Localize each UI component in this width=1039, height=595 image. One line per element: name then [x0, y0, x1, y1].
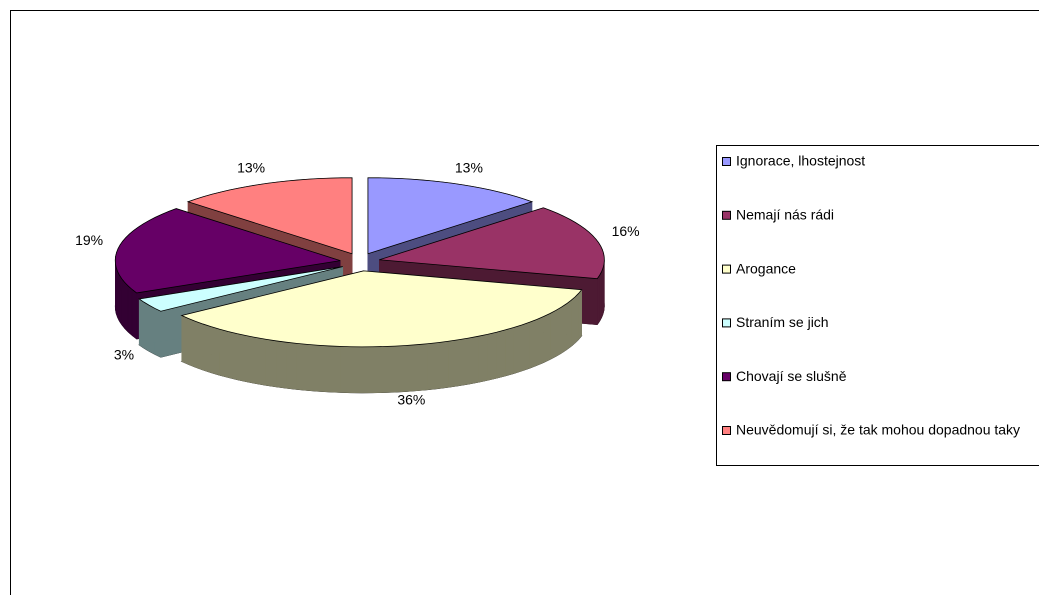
slice-top [186, 177, 353, 255]
slice-side [477, 334, 488, 383]
slice-side [448, 339, 459, 388]
slice-side [513, 324, 523, 374]
slice-side [394, 345, 407, 393]
slice-side [255, 337, 266, 386]
slice-side [275, 340, 287, 389]
slice-side [383, 345, 396, 393]
slice-side [561, 303, 567, 354]
slice [180, 270, 583, 394]
legend-label: Arogance [736, 260, 796, 276]
legend-label: Neuvědomují si, že tak mohou dopadnou ta… [736, 422, 1020, 438]
legend-swatch [722, 157, 731, 166]
slice-side [372, 346, 385, 394]
slice-side [529, 319, 537, 369]
slice-side [127, 285, 133, 337]
slice-top [180, 270, 583, 348]
legend-swatch [722, 318, 731, 328]
slice-top [379, 207, 605, 280]
slice-side [296, 343, 308, 391]
slice-side [124, 281, 129, 333]
slice-side [599, 271, 602, 322]
slice-side [574, 292, 579, 344]
slice-side [566, 299, 572, 351]
slice-side [555, 306, 562, 357]
slice-side [570, 296, 576, 347]
legend-swatch [722, 210, 731, 220]
slice-side [265, 338, 277, 388]
slice-side [549, 309, 557, 360]
data-label: 13% [237, 160, 265, 176]
legend-swatch [722, 372, 731, 382]
slice-side [505, 327, 514, 377]
slice-side [487, 331, 497, 381]
slice-side [328, 345, 341, 393]
data-label: 3% [114, 346, 134, 362]
legend-label: Ignorace, lhostejnost [736, 153, 865, 169]
legend-label: Straním se jich [736, 314, 829, 330]
legend-label: Nemají nás rádi [736, 207, 834, 223]
slice-side [597, 274, 600, 326]
slice-side [468, 336, 479, 385]
slice-side [339, 346, 352, 393]
slice-side [405, 344, 417, 392]
slice-side [437, 340, 449, 389]
legend: Ignorace, lhostejnost Nemají nás rádi Arog… [722, 153, 1020, 438]
slice-side [131, 288, 137, 340]
slice-side [416, 343, 428, 391]
slice-side [536, 316, 544, 366]
slice-side [361, 346, 374, 394]
legend-swatch [722, 426, 731, 435]
legend-box [716, 145, 1039, 466]
slice-side [578, 289, 582, 341]
slice-side [496, 329, 506, 379]
slice-side [543, 313, 551, 363]
data-label: 36% [397, 391, 425, 407]
slice-side [458, 337, 469, 387]
data-label: 13% [455, 160, 483, 176]
legend-swatch [722, 264, 731, 274]
slice-top [138, 266, 343, 312]
data-label: 16% [612, 223, 640, 239]
slice-side [521, 321, 530, 372]
slice-side [427, 342, 439, 391]
slice-side [285, 341, 297, 390]
slice-side [350, 346, 363, 394]
slice-side [306, 344, 319, 392]
pie: 13% 16% 36% 3% 19% 13% [75, 160, 640, 408]
legend-label: Chovají se slušně [736, 368, 847, 384]
slice-side [317, 344, 330, 393]
slice-top [114, 208, 341, 294]
data-label: 19% [75, 232, 103, 248]
slice-top [367, 177, 534, 255]
